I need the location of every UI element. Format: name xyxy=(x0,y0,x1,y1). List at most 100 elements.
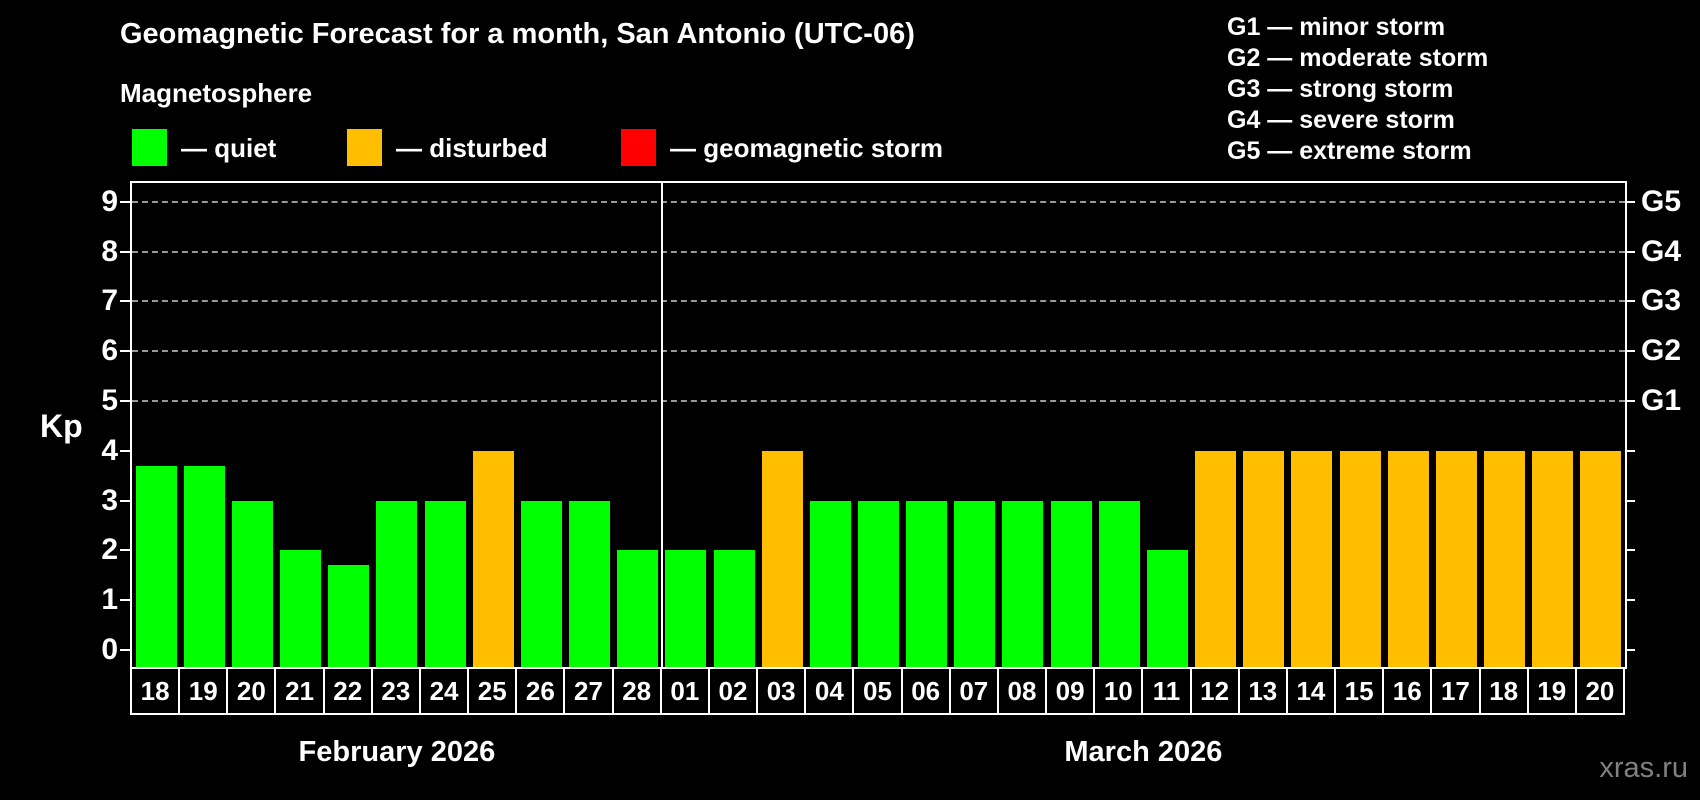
y-tick-label-5: 5 xyxy=(101,384,118,417)
bar-march-07 xyxy=(954,500,996,667)
g-legend-item-g3: G3 — strong storm xyxy=(1227,75,1454,103)
left-axis-tick-5 xyxy=(120,400,130,402)
left-axis-tick-9 xyxy=(120,200,130,203)
day-label-february-21: 21 xyxy=(274,667,325,715)
bar-february-27 xyxy=(569,500,611,667)
bar-february-22 xyxy=(328,565,370,667)
disturbed-color-swatch xyxy=(347,129,382,166)
right-axis-label-g5: G5 xyxy=(1641,184,1682,218)
left-axis-tick-8 xyxy=(120,250,130,253)
bar-february-23 xyxy=(376,500,418,667)
disturbed-legend-label: — disturbed xyxy=(396,133,548,163)
right-axis-label-g2: G2 xyxy=(1641,334,1682,368)
y-tick-label-0: 0 xyxy=(101,633,118,666)
bar-march-06 xyxy=(906,500,948,667)
bar-march-10 xyxy=(1098,500,1140,667)
bar-march-16 xyxy=(1387,450,1429,667)
bar-march-11 xyxy=(1146,550,1188,667)
right-axis-tick-0 xyxy=(1625,649,1635,651)
day-label-march-04: 04 xyxy=(804,667,855,715)
left-axis-tick-2 xyxy=(120,549,130,552)
bar-march-12 xyxy=(1195,450,1237,667)
quiet-color-swatch xyxy=(132,129,167,166)
month-separator xyxy=(660,183,663,667)
bar-march-08 xyxy=(1002,500,1044,667)
right-axis-tick-5 xyxy=(1625,400,1635,402)
y-tick-label-6: 6 xyxy=(101,334,118,368)
right-axis-tick-7 xyxy=(1625,300,1635,303)
bar-february-21 xyxy=(280,550,322,667)
right-axis-tick-1 xyxy=(1625,599,1635,602)
day-label-march-08: 08 xyxy=(996,667,1048,715)
gridline-kp5 xyxy=(132,400,1625,402)
y-tick-label-4: 4 xyxy=(101,433,118,467)
right-axis-tick-9 xyxy=(1625,200,1635,203)
g-legend-item-g1: G1 — minor storm xyxy=(1227,13,1446,41)
right-axis-label-g3: G3 xyxy=(1641,284,1682,318)
bar-march-15 xyxy=(1339,450,1381,667)
day-label-march-13: 13 xyxy=(1237,667,1288,715)
day-label-february-28: 28 xyxy=(611,667,662,715)
day-label-march-01: 01 xyxy=(659,667,710,715)
day-label-march-20: 20 xyxy=(1574,667,1625,715)
bar-february-26 xyxy=(520,500,562,667)
right-axis-tick-8 xyxy=(1625,250,1635,253)
right-axis-tick-3 xyxy=(1625,499,1635,502)
month-label-february: February 2026 xyxy=(298,736,496,768)
day-label-february-24: 24 xyxy=(418,667,470,715)
gridline-kp7 xyxy=(132,300,1625,303)
bar-february-24 xyxy=(424,500,466,667)
day-label-march-10: 10 xyxy=(1093,667,1144,715)
bar-march-05 xyxy=(858,500,899,667)
day-label-march-16: 16 xyxy=(1382,667,1433,715)
day-label-february-19: 19 xyxy=(178,667,229,715)
day-label-march-19: 19 xyxy=(1526,667,1577,715)
bar-february-28 xyxy=(617,550,659,667)
bar-march-18 xyxy=(1484,450,1526,667)
day-label-march-07: 07 xyxy=(948,667,999,715)
day-label-february-22: 22 xyxy=(322,667,373,715)
magnetosphere-label: Magnetosphere xyxy=(120,78,313,108)
gridline-kp6 xyxy=(132,350,1625,353)
bar-february-20 xyxy=(231,500,273,667)
left-axis-tick-1 xyxy=(120,599,130,602)
bar-february-18 xyxy=(135,465,177,667)
quiet-legend-label: — quiet xyxy=(181,133,277,163)
bar-march-19 xyxy=(1532,450,1574,667)
day-label-february-26: 26 xyxy=(515,667,566,715)
day-label-march-02: 02 xyxy=(707,667,759,715)
day-label-march-09: 09 xyxy=(1045,667,1096,715)
g-legend-item-g2: G2 — moderate storm xyxy=(1227,44,1489,72)
y-tick-label-1: 1 xyxy=(101,583,118,617)
y-tick-label-9: 9 xyxy=(101,184,118,218)
gridline-kp9 xyxy=(132,200,1625,203)
day-label-february-27: 27 xyxy=(563,667,614,715)
day-label-march-18: 18 xyxy=(1478,667,1529,715)
y-tick-label-2: 2 xyxy=(101,533,118,567)
left-axis-tick-6 xyxy=(120,350,130,353)
right-axis-tick-2 xyxy=(1625,549,1635,552)
right-axis-tick-6 xyxy=(1625,350,1635,353)
left-axis-tick-7 xyxy=(120,300,130,303)
bar-march-04 xyxy=(809,500,851,667)
chart-title: Geomagnetic Forecast for a month, San An… xyxy=(120,18,915,50)
g-scale-legend: G1 — minor storm G2 — moderate storm G3 … xyxy=(1227,12,1488,167)
storm-color-swatch xyxy=(621,129,656,166)
bar-march-13 xyxy=(1243,450,1285,667)
bar-february-19 xyxy=(183,465,225,667)
bar-march-03 xyxy=(761,450,803,667)
g-legend-item-g5: G5 — extreme storm xyxy=(1227,137,1472,165)
day-label-march-12: 12 xyxy=(1189,667,1240,715)
left-axis-tick-0 xyxy=(120,649,130,651)
right-axis-label-g4: G4 xyxy=(1641,234,1682,268)
day-label-february-18: 18 xyxy=(130,667,181,715)
day-label-march-05: 05 xyxy=(852,667,903,715)
right-axis-tick-4 xyxy=(1625,449,1635,452)
day-label-february-25: 25 xyxy=(467,667,518,715)
right-axis-label-g1: G1 xyxy=(1641,384,1682,417)
day-label-february-23: 23 xyxy=(370,667,421,715)
day-label-march-06: 06 xyxy=(900,667,951,715)
day-label-march-03: 03 xyxy=(756,667,807,715)
y-tick-label-3: 3 xyxy=(101,483,118,517)
